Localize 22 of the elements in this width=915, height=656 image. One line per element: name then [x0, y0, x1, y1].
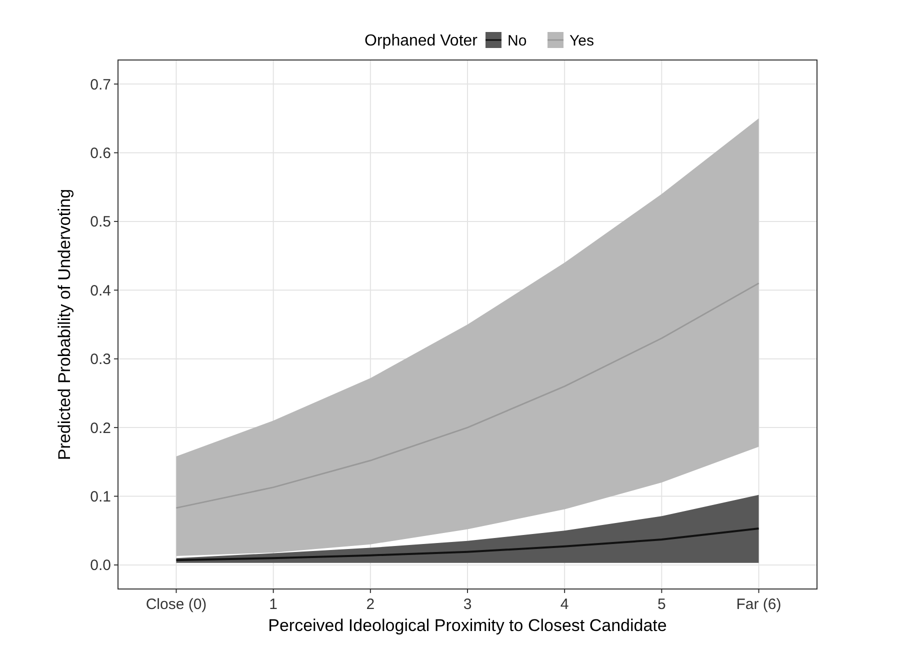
x-tick-label: 3 [463, 596, 472, 613]
line-series [175, 528, 760, 562]
x-tick-label: 2 [366, 596, 375, 613]
y-tick-label: 0.6 [90, 144, 111, 162]
y-tick-label: 0.0 [90, 557, 111, 574]
y-tick-label: 0.4 [90, 282, 111, 300]
y-tick-label: 0.1 [90, 488, 111, 506]
y-tick-label: 0.5 [90, 214, 111, 231]
y-axis-title: Predicted Probability of Undervoting [55, 188, 74, 460]
y-tick-label: 0.3 [90, 351, 111, 368]
y-tick-label: 0.7 [90, 76, 111, 94]
x-tick-label: Far (6) [736, 596, 782, 613]
x-tick-label: 5 [657, 596, 666, 613]
line-series [176, 282, 760, 509]
legend-title: Orphaned Voter [364, 32, 478, 50]
legend-label: Yes [570, 32, 594, 50]
x-tick-label: 4 [560, 596, 569, 613]
legend-label: No [508, 32, 527, 50]
x-tick-label: Close (0) [146, 596, 207, 613]
x-tick-label: 1 [269, 596, 278, 613]
y-tick-label: 0.2 [90, 420, 111, 437]
x-axis-title: Perceived Ideological Proximity to Closest Candidate [268, 616, 667, 635]
